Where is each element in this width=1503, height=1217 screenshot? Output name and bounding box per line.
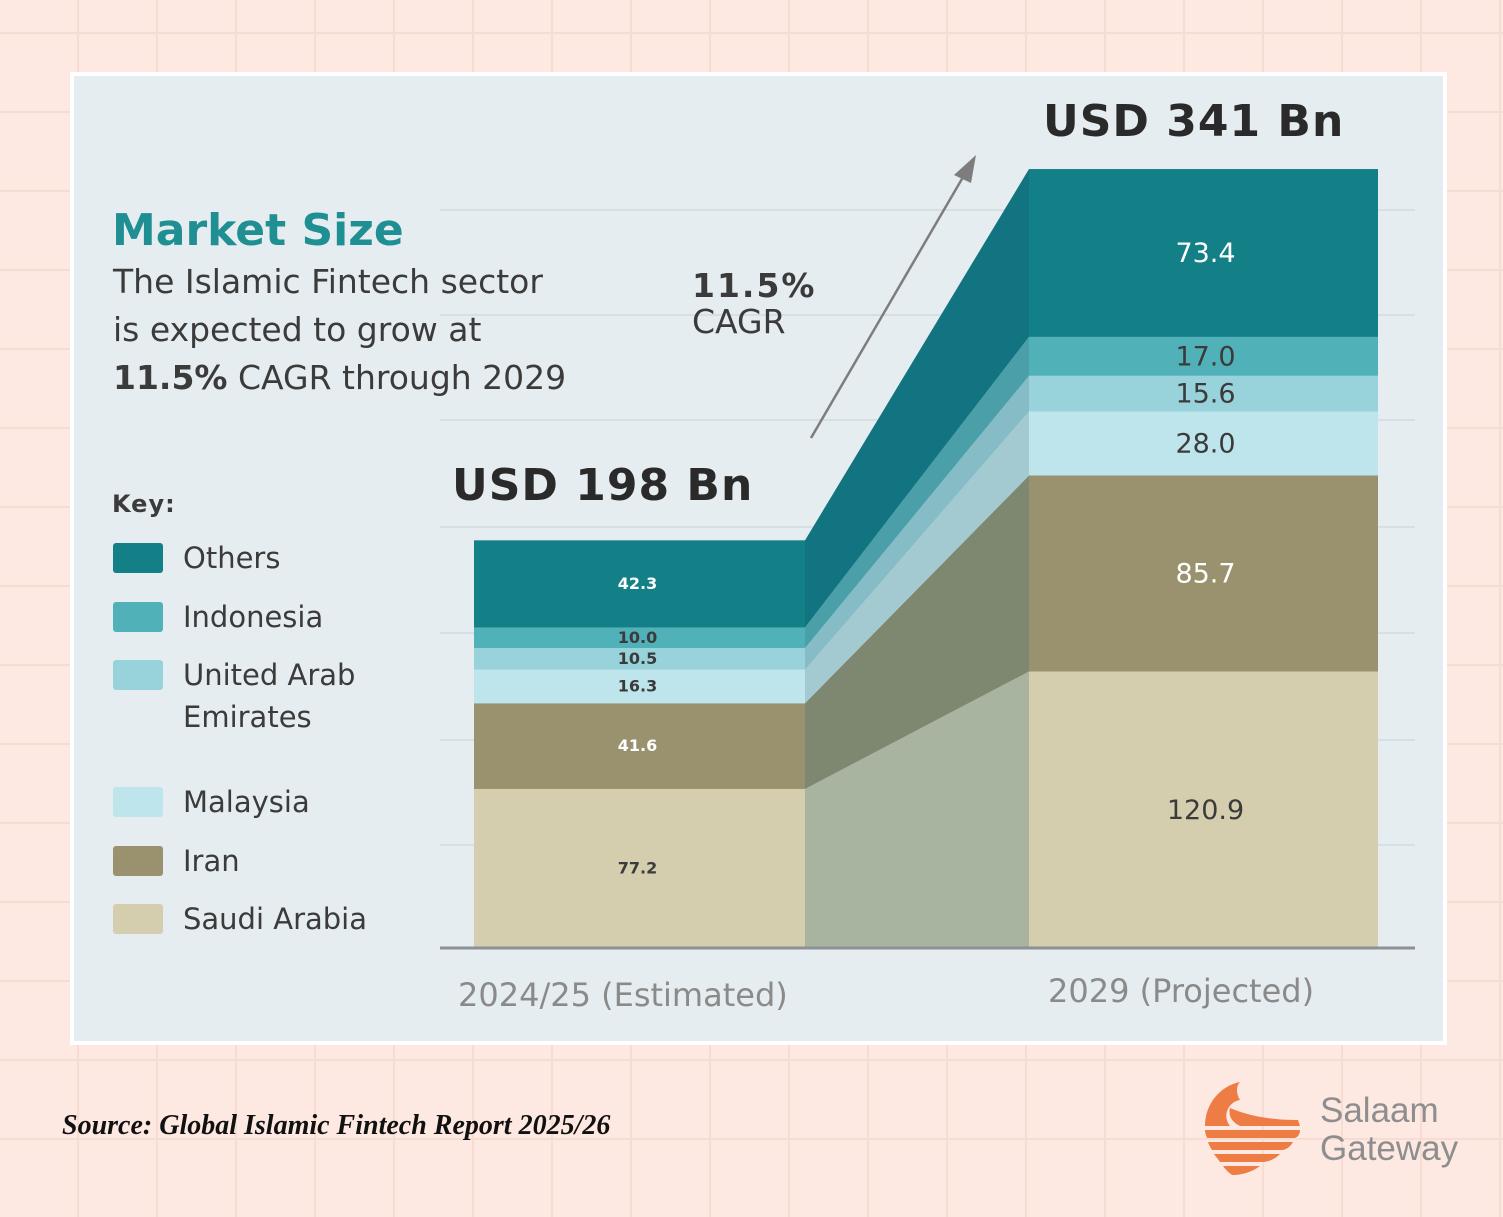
legend-swatch xyxy=(113,904,163,934)
description-end: CAGR through 2029 xyxy=(227,358,567,397)
total-label: USD 198 Bn xyxy=(452,460,754,511)
connector-band xyxy=(805,411,1029,704)
legend-label: Malaysia xyxy=(183,785,310,819)
legend-swatch xyxy=(113,846,163,876)
data-label: 77.2 xyxy=(618,858,657,877)
data-label: 85.7 xyxy=(1175,559,1235,590)
bar-segment xyxy=(1029,671,1378,948)
legend-swatch xyxy=(113,602,163,632)
cagr-arrow-head-icon xyxy=(954,155,976,183)
legend-title: Key: xyxy=(112,490,176,518)
legend-swatch xyxy=(113,787,163,817)
bar-segment xyxy=(1029,475,1378,672)
bar-segment xyxy=(1029,336,1378,376)
data-label: 10.5 xyxy=(618,649,657,668)
description-line: is expected to grow at xyxy=(113,310,482,349)
bar-segment xyxy=(474,788,805,948)
data-label: 73.4 xyxy=(1175,238,1235,269)
data-label: 15.6 xyxy=(1175,379,1235,410)
data-label: 10.0 xyxy=(618,628,657,647)
cagr-arrow-line xyxy=(809,171,968,439)
brand-line: Gateway xyxy=(1320,1129,1459,1168)
legend-swatch xyxy=(113,543,163,573)
bar-segment xyxy=(1029,169,1378,337)
description-bold: 11.5% xyxy=(113,358,228,397)
data-label: 28.0 xyxy=(1175,428,1235,459)
brand-line: Salaam xyxy=(1320,1091,1439,1130)
legend-item: Indonesia xyxy=(113,600,413,638)
x-tick-label: 2024/25 (Estimated) xyxy=(458,976,788,1014)
legend-label: Saudi Arabia xyxy=(183,902,368,936)
cagr-label: CAGR xyxy=(692,302,786,341)
legend-item: United Arab Emirates xyxy=(113,658,413,738)
bar-segment xyxy=(474,669,805,704)
connector-band xyxy=(805,671,1029,948)
description-line: The Islamic Fintech sector xyxy=(113,262,543,301)
legend-label: Others xyxy=(183,541,281,575)
legend-label: United Arab Emirates xyxy=(183,658,356,734)
chart-description: The Islamic Fintech sector is expected t… xyxy=(113,258,633,402)
legend-swatch xyxy=(113,660,163,690)
salaam-gateway-logo-icon xyxy=(1205,1082,1300,1175)
brand-name: Salaam Gateway xyxy=(1320,1092,1458,1168)
chart-title: Market Size xyxy=(112,205,404,256)
bar-segment xyxy=(474,540,805,628)
bar-segment xyxy=(474,627,805,649)
bar-segment xyxy=(474,703,805,789)
legend-item: Others xyxy=(113,541,413,579)
legend-label: Indonesia xyxy=(183,600,324,634)
data-label: 16.3 xyxy=(618,676,657,695)
connector-band xyxy=(805,475,1029,789)
legend-item: Malaysia xyxy=(113,785,413,823)
source-note: Source: Global Islamic Fintech Report 20… xyxy=(62,1110,611,1141)
bar-segment xyxy=(1029,375,1378,412)
bar-segment xyxy=(474,648,805,670)
connector-band xyxy=(805,375,1029,670)
cagr-annotation: 11.5% CAGR xyxy=(692,268,817,340)
cagr-value: 11.5% xyxy=(692,266,817,305)
legend-item: Saudi Arabia xyxy=(113,902,413,940)
bar-segment xyxy=(1029,411,1378,476)
data-label: 120.9 xyxy=(1167,795,1244,826)
legend-label: Iran xyxy=(183,844,240,878)
data-label: 42.3 xyxy=(618,574,657,593)
total-label: USD 341 Bn xyxy=(1043,96,1345,147)
legend-item: Iran xyxy=(113,844,413,882)
x-tick-label: 2029 (Projected) xyxy=(1048,972,1315,1010)
connector-band xyxy=(805,169,1029,628)
data-label: 17.0 xyxy=(1175,341,1235,372)
description-line: 11.5% CAGR through 2029 xyxy=(113,354,633,402)
data-label: 41.6 xyxy=(618,736,657,755)
connector-band xyxy=(805,336,1029,649)
